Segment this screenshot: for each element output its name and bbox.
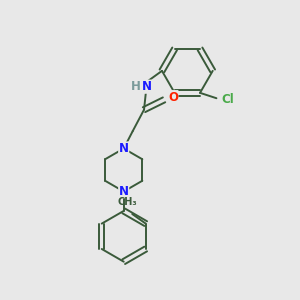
Text: O: O [168, 91, 178, 103]
Text: N: N [119, 185, 129, 198]
Text: H: H [130, 80, 140, 93]
Text: CH₃: CH₃ [118, 197, 138, 208]
Text: N: N [119, 142, 129, 155]
Text: Cl: Cl [221, 93, 234, 106]
Text: N: N [141, 80, 152, 93]
